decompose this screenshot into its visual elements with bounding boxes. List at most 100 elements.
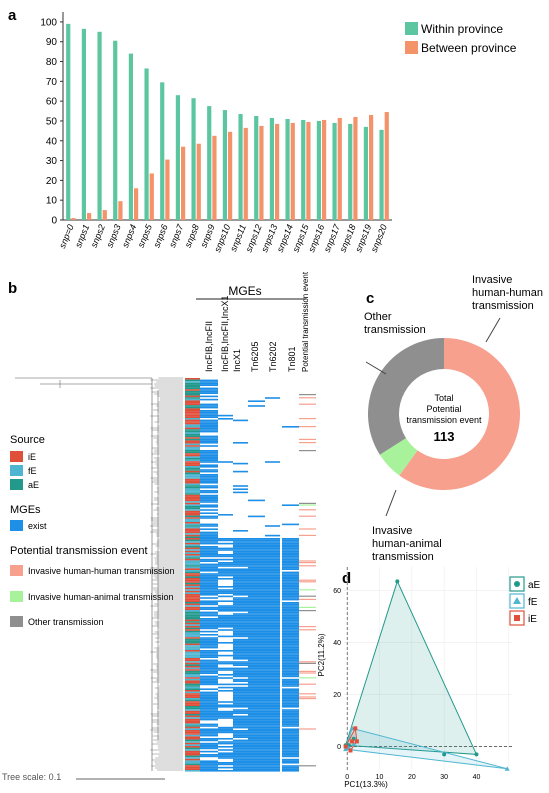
mge-cell	[218, 746, 233, 748]
mge-cell	[282, 426, 299, 428]
event-cell	[299, 442, 316, 444]
source-cell	[185, 429, 200, 431]
mge-cell	[265, 562, 280, 564]
mge-cell	[200, 717, 218, 719]
mge-cell	[218, 710, 233, 713]
mge-cell	[282, 554, 299, 556]
mge-cell	[282, 667, 299, 670]
mge-cell	[265, 547, 280, 550]
mge-cell	[233, 678, 248, 681]
y-tick-label: 10	[46, 196, 58, 207]
event-cell	[299, 696, 316, 698]
mge-cell	[233, 562, 248, 564]
mge-cell	[233, 717, 248, 719]
mge-cell	[265, 734, 280, 737]
mge-cell	[265, 750, 280, 753]
legend-source-items: iE fE aE	[10, 451, 39, 490]
source-cell	[185, 546, 200, 548]
heatmap-cells	[185, 378, 316, 772]
mge-cell	[248, 544, 265, 546]
mge-cell	[248, 718, 265, 721]
mge-cell	[248, 720, 265, 722]
mge-cell	[233, 696, 248, 698]
event-cell	[299, 629, 316, 631]
source-cell	[185, 618, 200, 620]
point-iE	[343, 744, 348, 749]
mge-cell	[233, 725, 248, 727]
source-cell	[185, 632, 200, 634]
mge-cell	[200, 486, 218, 489]
source-cell	[185, 437, 200, 439]
point-iE	[350, 739, 355, 744]
source-cell	[185, 765, 200, 767]
panel-label-d: d	[342, 570, 351, 587]
event-cell	[299, 565, 316, 567]
mge-cell	[200, 466, 218, 468]
bars	[66, 23, 389, 221]
mge-cell	[282, 544, 299, 546]
mge-cell	[265, 742, 280, 745]
mge-cell	[282, 701, 299, 703]
mge-cell	[233, 574, 248, 577]
mge-cell	[200, 424, 218, 426]
mge-cell	[233, 563, 248, 566]
source-cell	[185, 637, 200, 639]
mge-cell	[248, 549, 265, 551]
mge-cell	[282, 613, 299, 615]
mge-cell	[282, 659, 299, 662]
y-tick-label: 30	[46, 156, 58, 167]
mge-cell	[265, 552, 280, 554]
mge-cell	[282, 758, 299, 761]
mge-cell	[282, 595, 299, 598]
mge-cell	[200, 675, 218, 678]
mge-cell	[218, 704, 233, 706]
bar-within-snps6	[160, 82, 165, 220]
mge-cell	[248, 664, 265, 666]
source-cell	[185, 667, 200, 670]
mge-cell	[200, 453, 218, 455]
mge-cell	[233, 554, 248, 556]
mge-cell	[233, 653, 248, 655]
mge-cell	[200, 731, 218, 734]
mge-cell	[200, 587, 218, 590]
mge-cell	[233, 701, 248, 703]
y-tick-label: 0	[51, 216, 57, 227]
mge-cell	[233, 752, 248, 754]
source-cell	[185, 520, 200, 522]
source-cell	[185, 506, 200, 508]
mge-cell	[248, 752, 265, 754]
mge-cell	[233, 442, 248, 444]
mge-cell	[282, 635, 299, 638]
mge-cell	[248, 605, 265, 607]
mge-cell	[200, 760, 218, 762]
mge-cell	[282, 683, 299, 686]
legend-label-event: Other transmission	[28, 617, 104, 627]
bar-within-snps16	[316, 120, 321, 220]
source-cell	[185, 602, 200, 604]
mge-cell	[200, 613, 218, 615]
mge-cell	[265, 741, 280, 743]
source-cell	[185, 453, 200, 455]
mge-cell	[265, 584, 280, 586]
mge-cell	[265, 650, 280, 652]
mge-cell	[282, 770, 299, 772]
source-cell	[185, 728, 200, 730]
mge-cell	[200, 654, 218, 657]
source-cell	[185, 541, 200, 543]
mge-cell	[200, 589, 218, 591]
source-cell	[185, 634, 200, 636]
source-cell	[185, 650, 200, 652]
mge-cell	[233, 645, 248, 647]
mge-cell	[282, 685, 299, 687]
mge-cell	[218, 590, 233, 593]
mge-cell	[282, 621, 299, 623]
mge-cell	[200, 533, 218, 535]
source-cell	[185, 419, 200, 422]
mge-cell	[233, 672, 248, 674]
mge-cell	[248, 557, 265, 559]
mge-cell	[233, 589, 248, 591]
source-cell	[185, 530, 200, 532]
legend-label-iE: iE	[528, 614, 537, 625]
mge-cell	[218, 635, 233, 638]
source-cell	[185, 611, 200, 614]
